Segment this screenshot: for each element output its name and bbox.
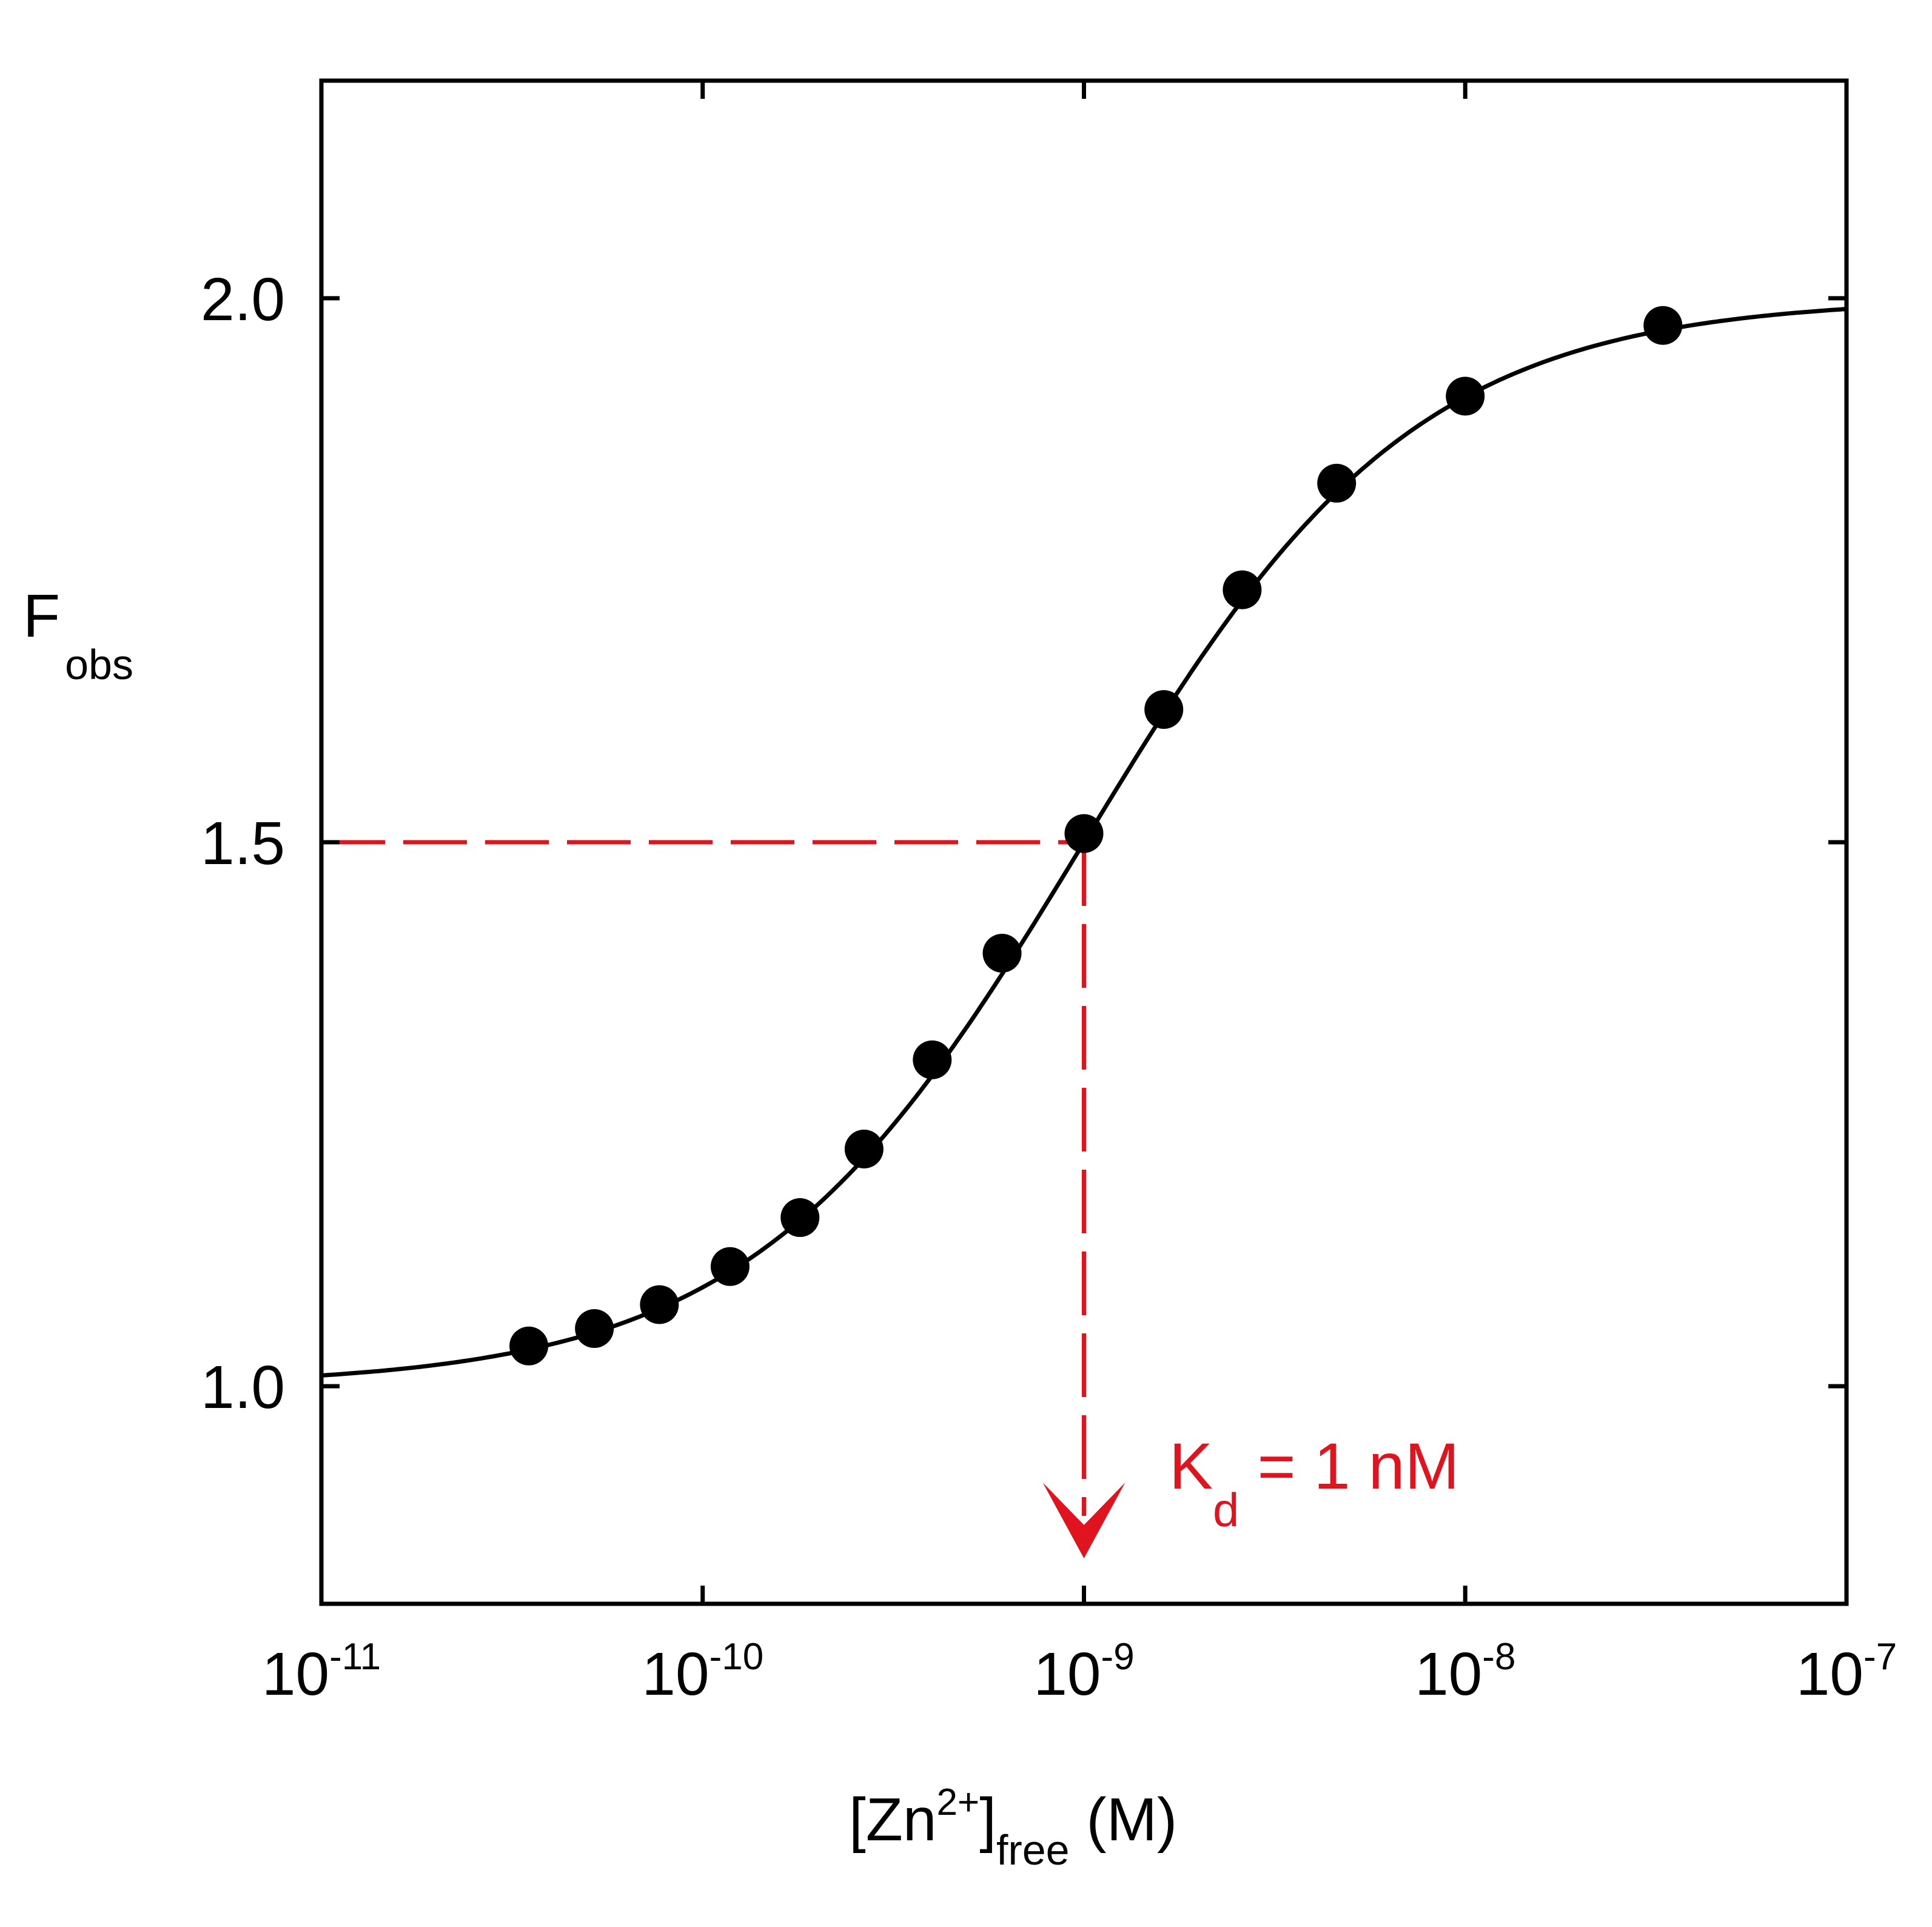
- axis-ticks: [321, 81, 1846, 1604]
- data-points: [509, 306, 1683, 1366]
- x-tick-label: 10-7: [1796, 1636, 1897, 1708]
- kd-arrow-head: [1042, 1483, 1125, 1558]
- axis-labels: 10-11 10-10 10-9 10-8 10-7 1.0 1.5 2.0: [201, 266, 1897, 1708]
- data-point: [780, 1198, 820, 1238]
- x-tick-label: 10-10: [642, 1636, 763, 1708]
- x-axis-label: [Zn2+]free (M): [849, 1781, 1177, 1874]
- data-point: [1317, 463, 1357, 503]
- x-tick-label: 10-8: [1415, 1636, 1515, 1708]
- data-point: [1446, 377, 1485, 416]
- data-point: [1223, 570, 1262, 609]
- y-tick-label: 1.0: [201, 1353, 285, 1421]
- data-point: [913, 1040, 952, 1079]
- x-tick-label: 10-9: [1033, 1636, 1134, 1708]
- y-tick-label: 2.0: [201, 266, 285, 333]
- data-point: [710, 1247, 750, 1286]
- y-tick-label: 1.5: [201, 809, 285, 877]
- data-point: [575, 1309, 614, 1349]
- data-point: [640, 1285, 679, 1324]
- x-tick-label: 10-11: [262, 1636, 381, 1708]
- data-point: [982, 934, 1022, 973]
- data-point: [1643, 306, 1683, 345]
- data-point: [844, 1129, 884, 1168]
- kd-guide-lines: [321, 840, 1125, 1558]
- data-point: [509, 1326, 549, 1366]
- data-point: [1144, 690, 1184, 729]
- data-point: [1064, 814, 1104, 853]
- kd-annotation: Kd = 1 nM: [1169, 1429, 1460, 1537]
- y-axis-label: Fobs: [23, 582, 133, 688]
